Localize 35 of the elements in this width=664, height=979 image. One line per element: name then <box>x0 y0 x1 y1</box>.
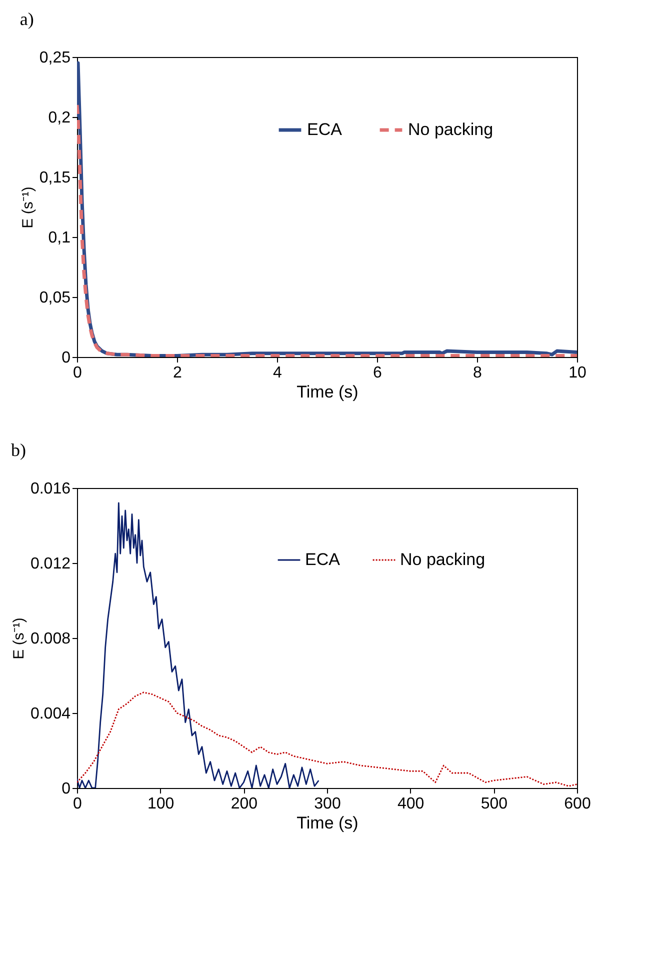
y-tick-label: 0.008 <box>30 630 71 648</box>
y-tick-label: 0,25 <box>39 50 71 66</box>
y-tick-label: 0.012 <box>30 556 71 572</box>
y-tick-label: 0,05 <box>39 290 71 306</box>
legend-label: No packing <box>400 550 486 569</box>
x-tick-label: 0 <box>73 364 82 382</box>
x-tick-label: 4 <box>273 364 282 382</box>
chart-title: b) <box>10 440 26 460</box>
x-tick-label: 8 <box>473 364 482 382</box>
line-series <box>77 692 577 787</box>
x-axis-title: Time (s) <box>296 814 358 832</box>
x-tick-label: 400 <box>397 796 424 812</box>
x-tick-label: 2 <box>173 364 182 382</box>
y-tick-label: 0,15 <box>39 170 71 186</box>
y-tick-label: 0.016 <box>30 480 71 498</box>
legend-label: ECA <box>305 550 341 569</box>
x-tick-label: 6 <box>373 364 382 382</box>
legend-label: No packing <box>408 120 494 139</box>
x-tick-label: 300 <box>314 796 341 812</box>
chart-title: a) <box>20 9 34 29</box>
legend-label: ECA <box>307 120 343 139</box>
y-tick-label: 0,1 <box>48 230 71 246</box>
x-tick-label: 10 <box>568 364 586 382</box>
x-tick-label: 200 <box>230 796 258 812</box>
x-axis-title: Time (s) <box>296 382 358 402</box>
y-tick-label: 0 <box>62 350 71 366</box>
y-axis-title: E (s⁻¹) <box>19 186 36 228</box>
y-tick-label: 0.004 <box>30 706 71 722</box>
y-tick-label: 0 <box>62 780 71 798</box>
x-tick-label: 500 <box>480 796 508 812</box>
y-axis-title: E (s⁻¹) <box>10 618 28 660</box>
x-tick-label: 0 <box>73 796 82 812</box>
x-tick-label: 100 <box>147 796 174 812</box>
x-tick-label: 600 <box>564 796 591 812</box>
y-tick-label: 0,2 <box>48 110 71 126</box>
